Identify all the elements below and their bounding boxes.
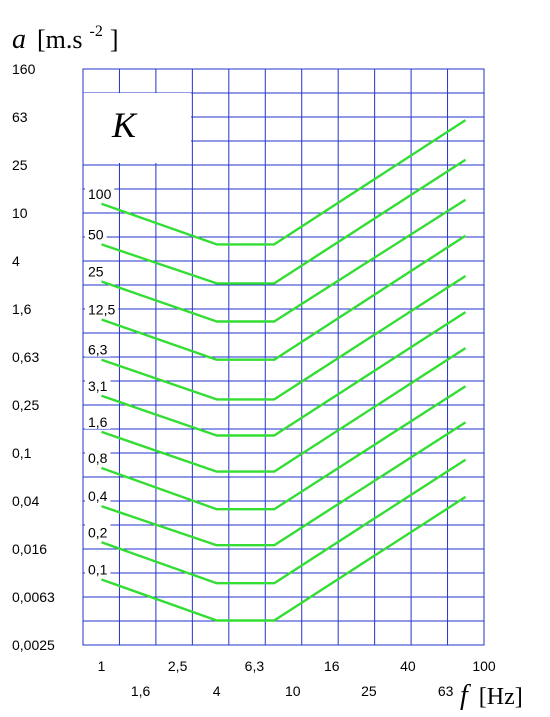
y-axis-symbol: a [12, 24, 26, 55]
series-label-bg [85, 300, 119, 317]
panel-label-box [83, 93, 191, 163]
series-line-0-1 [101, 495, 467, 622]
x-axis-unit: [Hz] [479, 684, 523, 710]
series-line-3-1 [101, 311, 467, 437]
y-axis-label: a [m.s -2 ] [12, 12, 119, 55]
series-label-bg [85, 560, 111, 577]
x-tick-label: 4 [213, 683, 221, 699]
y-tick-label: 0,63 [12, 349, 39, 365]
series-line-12-5 [101, 234, 467, 361]
series-lines [101, 119, 467, 622]
series-label: 12,5 [88, 301, 115, 317]
series-label-bg [85, 340, 111, 357]
series-line-0-4 [101, 421, 467, 547]
series-line-0-2 [101, 458, 467, 585]
y-axis-unit-exponent: -2 [90, 23, 103, 40]
series-label-bg [85, 523, 111, 540]
x-tick-label: 1,6 [131, 683, 151, 699]
x-tick-label: 25 [361, 683, 377, 699]
x-axis-label: f [Hz] [460, 680, 523, 711]
x-axis-symbol: f [460, 680, 471, 711]
series-label: 3,1 [88, 378, 108, 394]
x-tick-labels: 1 2,5 6,3 16 40 100 1,6 4 10 25 63 [98, 658, 496, 699]
y-axis-unit-close: ] [110, 25, 119, 54]
series-label-bg [85, 184, 115, 201]
series-label: 0,8 [88, 450, 108, 466]
y-tick-label: 0,1 [12, 445, 32, 461]
series-label-bg [85, 376, 111, 393]
x-tick-label: 100 [472, 658, 496, 674]
series-label: 6,3 [88, 342, 108, 358]
series-label: 1,6 [88, 414, 108, 430]
series-label: 0,4 [88, 488, 108, 504]
y-tick-label: 4 [12, 253, 20, 269]
series-label-bg [85, 412, 111, 429]
y-tick-labels: 160 63 25 10 4 1,6 0,63 0,25 0,1 0,04 0,016 0,0063 0… [12, 61, 55, 653]
y-tick-label: 0,0063 [12, 589, 55, 605]
series-labels: 100 50 25 12,5 6,3 3,1 1,6 0,8 0,4 0,2 0,1 [85, 184, 119, 577]
series-label-bg [85, 448, 111, 465]
series-line-1-6 [101, 347, 467, 473]
series-line-25 [101, 198, 467, 323]
x-tick-label: 10 [285, 683, 301, 699]
series-line-50 [101, 158, 467, 285]
x-tick-label: 1 [98, 658, 106, 674]
y-tick-label: 63 [12, 109, 28, 125]
y-tick-label: 0,0025 [12, 637, 55, 653]
series-line-0-8 [101, 385, 467, 511]
series-label: 0,2 [88, 524, 108, 540]
panel-label: K [111, 105, 138, 145]
y-tick-label: 10 [12, 205, 28, 221]
series-label: 25 [88, 263, 104, 279]
series-label: 50 [88, 226, 104, 242]
series-label: 100 [88, 186, 112, 202]
series-label-bg [85, 487, 111, 504]
y-tick-label: 160 [12, 61, 36, 77]
series-label: 0,1 [88, 561, 108, 577]
y-tick-label: 0,04 [12, 493, 39, 509]
x-tick-label: 16 [324, 658, 340, 674]
y-axis-unit: [m.s [37, 25, 83, 54]
series-line-6-3 [101, 274, 467, 401]
x-tick-label: 2,5 [168, 658, 188, 674]
y-tick-label: 0,016 [12, 541, 47, 557]
x-tick-label: 6,3 [245, 658, 265, 674]
x-tick-label: 63 [438, 683, 454, 699]
plot-frame [82, 68, 485, 646]
x-tick-label: 40 [400, 658, 416, 674]
series-label-bg [85, 225, 107, 242]
series-line-100 [101, 119, 467, 246]
y-tick-label: 1,6 [12, 301, 32, 317]
y-tick-label: 25 [12, 157, 28, 173]
y-tick-label: 0,25 [12, 397, 39, 413]
series-label-bg [85, 262, 107, 279]
